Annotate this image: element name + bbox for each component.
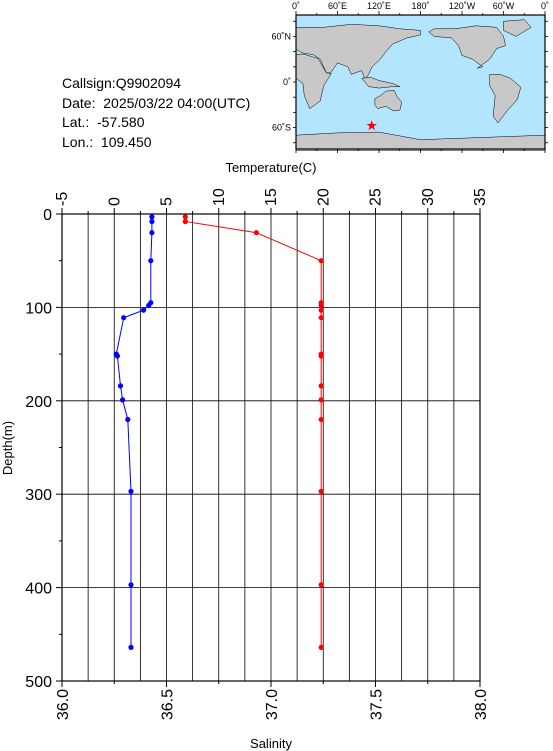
land-africa bbox=[295, 53, 332, 109]
land-maritime-se-asia bbox=[361, 77, 400, 89]
map-lon-label: 0˚ bbox=[541, 1, 549, 11]
depth-tick-label: 300 bbox=[25, 487, 52, 504]
temperature-tick-label: 15 bbox=[263, 188, 280, 206]
land-greenland bbox=[503, 19, 532, 37]
map-frame bbox=[293, 11, 548, 153]
temperature-tick-label: -5 bbox=[54, 192, 71, 206]
salinity-point bbox=[182, 218, 188, 225]
temperature-point bbox=[117, 383, 124, 389]
salinity-tick-label: 36.5 bbox=[160, 689, 177, 720]
salinity-tick-label: 38.0 bbox=[473, 689, 490, 720]
temperature-point bbox=[149, 230, 155, 236]
salinity-tick-label: 37.5 bbox=[369, 689, 386, 720]
temperature-point bbox=[149, 218, 155, 225]
salinity-point bbox=[318, 582, 324, 588]
temperature-point bbox=[128, 488, 134, 494]
location-map: 0˚ 60˚E 120˚E 180˚ 120˚W 60˚W 0˚ 60˚N 0˚ 60˚S bbox=[271, 1, 549, 153]
temperature-point bbox=[120, 397, 126, 403]
map-lat-label: 60˚S bbox=[272, 123, 291, 133]
temperature-tick-label: 25 bbox=[368, 188, 385, 206]
temperature-point bbox=[148, 258, 154, 264]
salinity-point bbox=[318, 416, 324, 423]
salinity-tick-label: 36.0 bbox=[55, 689, 72, 720]
temperature-point bbox=[125, 416, 131, 423]
salinity-point bbox=[253, 230, 259, 236]
salinity-point bbox=[318, 258, 324, 264]
map-lon-label: 120˚E bbox=[367, 1, 391, 11]
salinity-point bbox=[318, 353, 324, 359]
depth-tick-label: 100 bbox=[25, 300, 52, 317]
map-lon-label: 60˚W bbox=[493, 1, 515, 11]
map-lat-label: 60˚N bbox=[271, 31, 291, 41]
temperature-point bbox=[114, 353, 120, 359]
temperature-point bbox=[148, 300, 154, 306]
latitude-label: Lat.: -57.580 bbox=[62, 114, 145, 130]
temperature-point bbox=[121, 315, 127, 321]
salinity-point bbox=[182, 214, 188, 220]
salinity-axis-label: Salinity bbox=[250, 736, 292, 751]
map-lon-label: 120˚W bbox=[449, 1, 476, 11]
chart-grid bbox=[62, 214, 480, 681]
temperature-tick-label: 35 bbox=[472, 188, 489, 206]
plot-frame bbox=[61, 213, 481, 682]
salinity-point bbox=[318, 397, 324, 403]
temperature-tick-label: 10 bbox=[211, 188, 228, 206]
date-label: Date: 2025/03/22 04:00(UTC) bbox=[62, 94, 251, 111]
temperature-point bbox=[146, 302, 152, 309]
callsign-label: Callsign:Q9902094 bbox=[62, 75, 182, 91]
salinity-point bbox=[318, 300, 324, 306]
temperature-tick-label: 5 bbox=[159, 197, 176, 206]
depth-tick-label: 0 bbox=[43, 207, 52, 224]
salinity-point bbox=[318, 488, 324, 494]
chart-series bbox=[113, 214, 324, 651]
salinity-tick-label: 37.0 bbox=[264, 689, 281, 720]
land-australia bbox=[374, 90, 403, 112]
map-lat-label: 0˚ bbox=[283, 77, 291, 87]
temperature-point bbox=[113, 351, 119, 357]
depth-tick-label: 500 bbox=[25, 674, 52, 691]
land-south-america bbox=[489, 74, 522, 124]
location-star-icon bbox=[366, 120, 377, 131]
land-north-america bbox=[428, 25, 506, 69]
temperature-tick-label: 0 bbox=[106, 197, 123, 206]
map-marker bbox=[366, 120, 377, 131]
map-land bbox=[295, 19, 546, 151]
temperature-point bbox=[128, 582, 134, 588]
depth-axis-label: Depth(m) bbox=[0, 421, 15, 475]
depth-tick-label: 200 bbox=[25, 394, 52, 411]
temperature-axis-label: Temperature(C) bbox=[225, 160, 316, 175]
salinity-point bbox=[318, 302, 324, 309]
depth-tick-label: 400 bbox=[25, 581, 52, 598]
land-europe-asia bbox=[295, 24, 421, 81]
temperature-point bbox=[140, 307, 147, 313]
map-lon-label: 60˚E bbox=[328, 1, 347, 11]
temperature-tick-label: 30 bbox=[420, 188, 437, 206]
salinity-point bbox=[318, 383, 324, 389]
temperature-tick-label: 20 bbox=[315, 188, 332, 206]
longitude-label: Lon.: 109.450 bbox=[62, 133, 152, 150]
map-labels: 0˚ 60˚E 120˚E 180˚ 120˚W 60˚W 0˚ 60˚N 0˚ 60˚S bbox=[271, 1, 549, 133]
temperature-profile-line bbox=[115, 216, 153, 648]
salinity-profile-line bbox=[184, 216, 322, 648]
salinity-point bbox=[318, 644, 324, 651]
station-info: Callsign:Q9902094 Date: 2025/03/22 04:00… bbox=[62, 74, 250, 152]
salinity-point bbox=[318, 307, 324, 313]
temperature-point bbox=[149, 214, 155, 220]
map-lon-label: 0˚ bbox=[292, 1, 300, 11]
salinity-point bbox=[318, 351, 324, 357]
temperature-point bbox=[128, 644, 134, 651]
map-lon-label: 180˚ bbox=[411, 1, 429, 11]
salinity-point bbox=[318, 315, 324, 321]
